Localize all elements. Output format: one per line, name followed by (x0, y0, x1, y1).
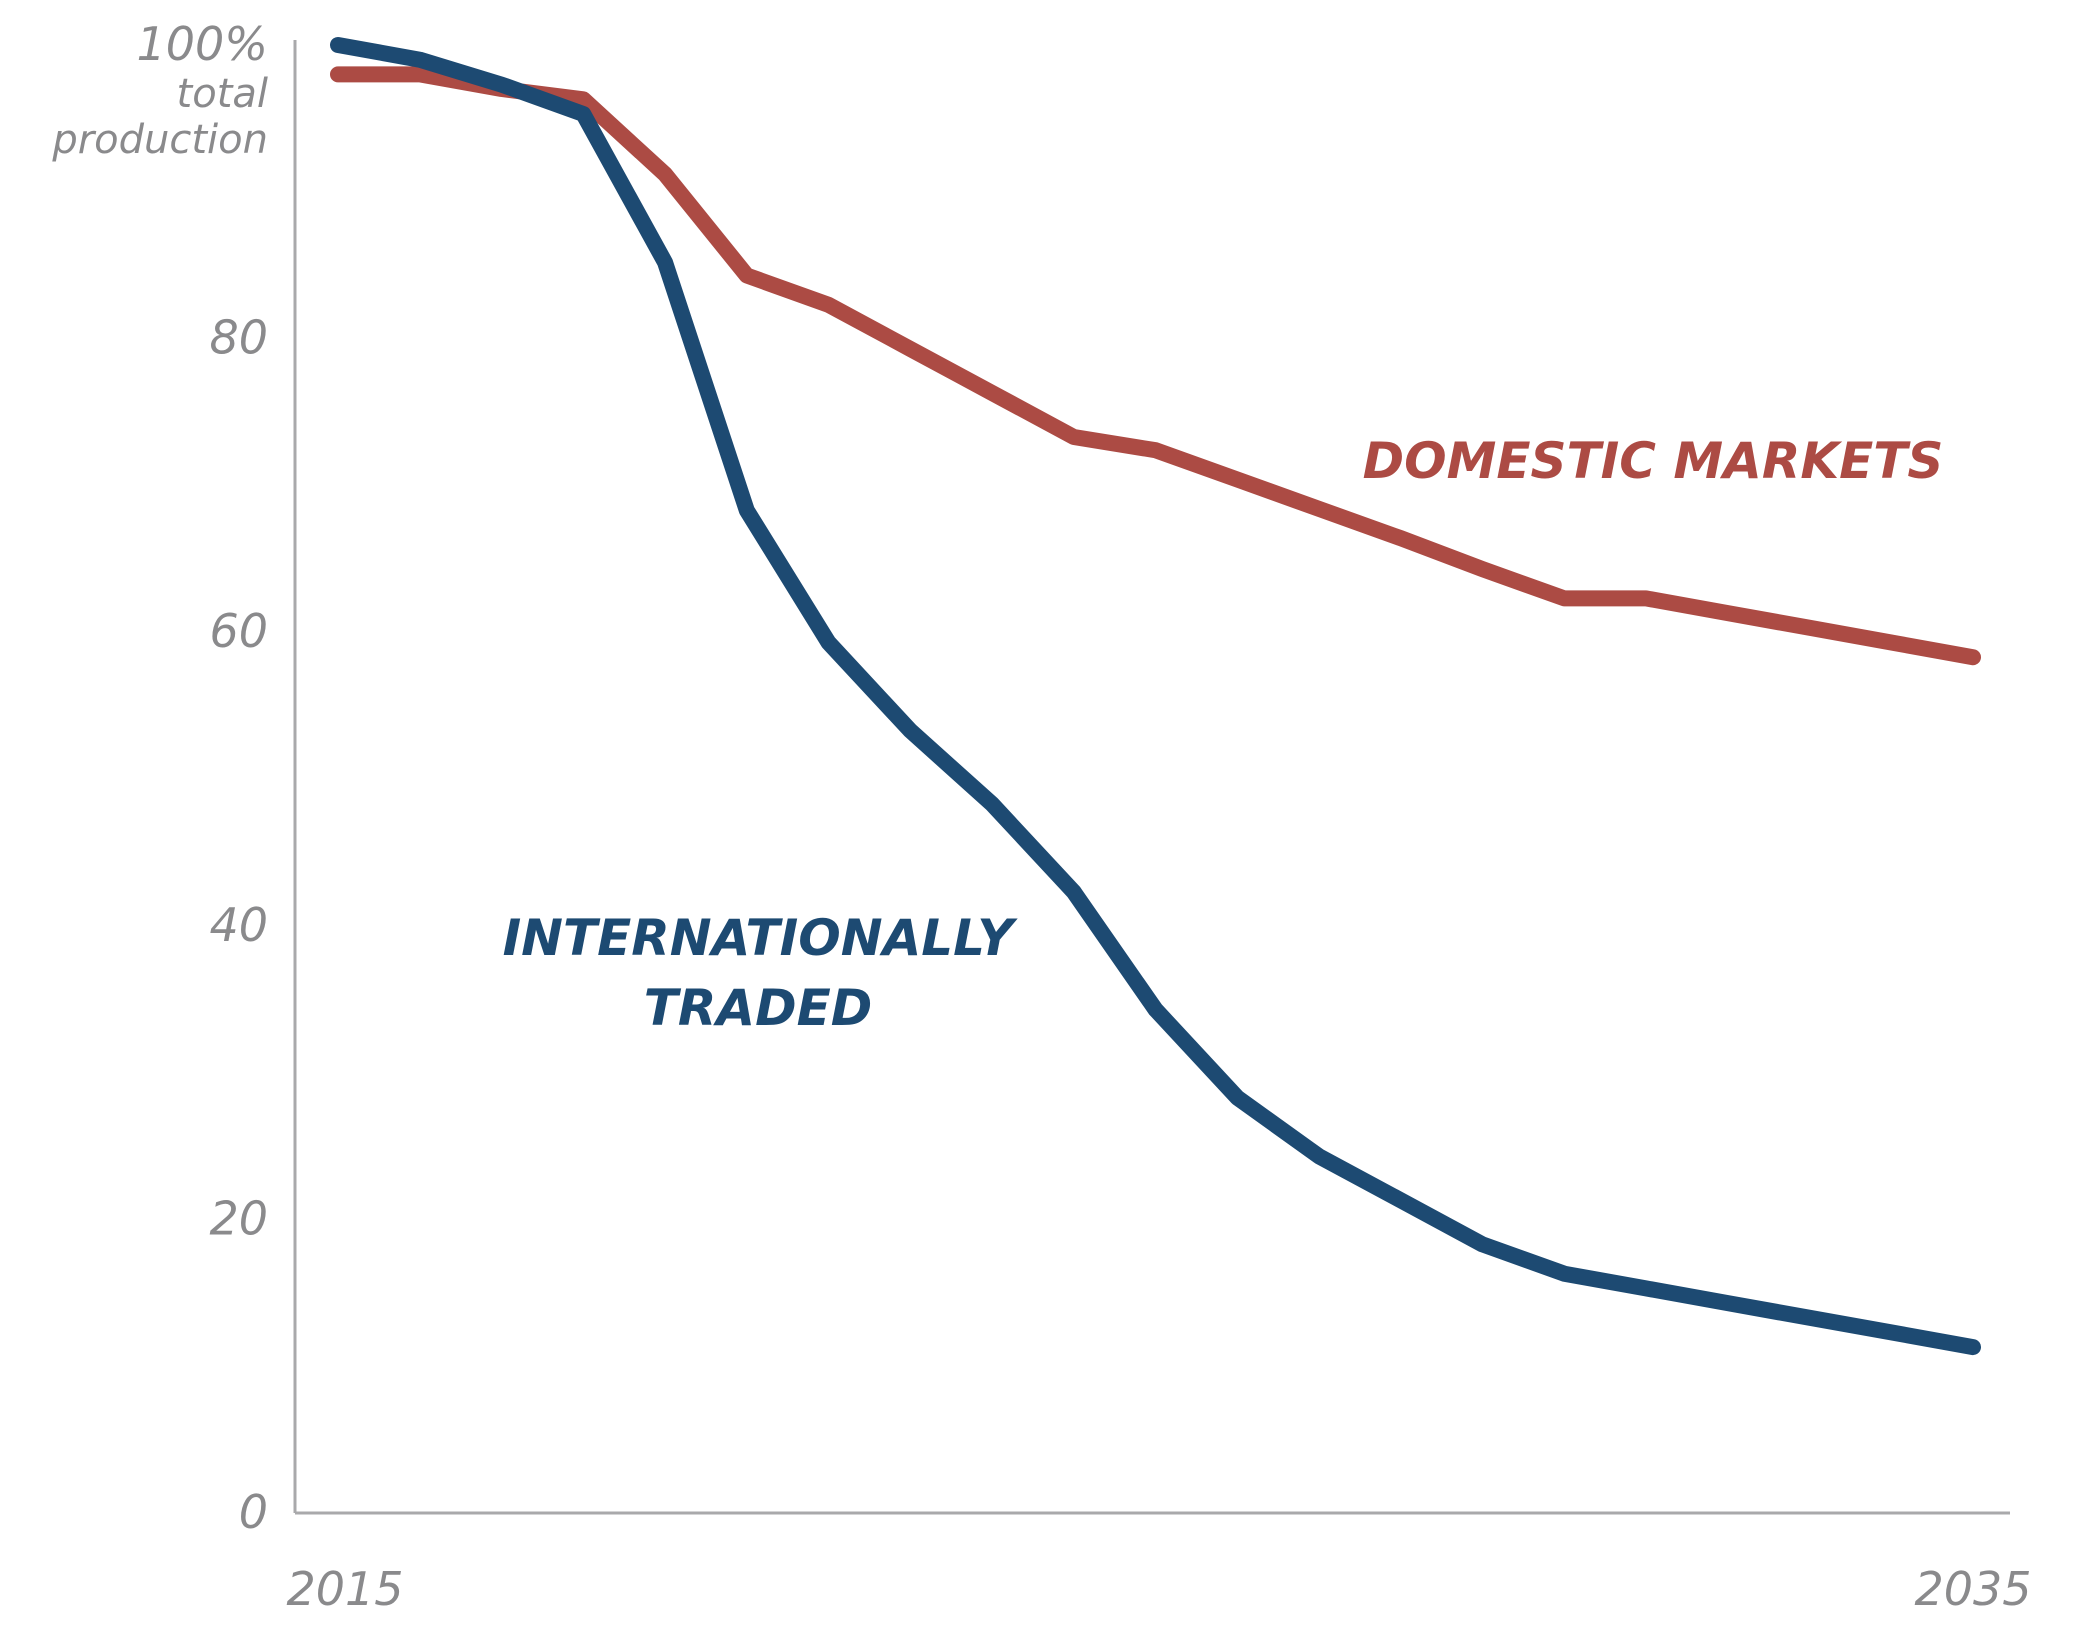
series-lines (330, 37, 1981, 1356)
x-tick-label: 2035 (1914, 1562, 2031, 1616)
axes (293, 40, 2010, 1515)
y-tick-labels: 100% 80 60 40 20 0 (136, 17, 268, 1539)
y-unit-label-line: total (177, 71, 268, 117)
y-tick-label: 60 (209, 604, 268, 658)
x-tick-labels: 2015 2035 (286, 1562, 2031, 1616)
y-unit-label-line: production (51, 117, 268, 163)
x-tick-label: 2015 (286, 1562, 403, 1616)
y-tick-label: 0 (239, 1485, 268, 1539)
series-label: DOMESTIC MARKETS (1363, 432, 1944, 490)
series-labels: DOMESTIC MARKETS INTERNATIONALLY TRADED (503, 432, 1944, 1037)
series-label: INTERNATIONALLY (503, 909, 1019, 967)
series-label: TRADED (644, 979, 872, 1037)
y-tick-label: 100% (136, 17, 268, 71)
y-tick-label: 40 (209, 898, 268, 952)
series-line (330, 66, 1981, 666)
series-line (330, 37, 1981, 1356)
y-tick-label: 80 (209, 311, 268, 365)
y-tick-label: 20 (209, 1191, 268, 1245)
